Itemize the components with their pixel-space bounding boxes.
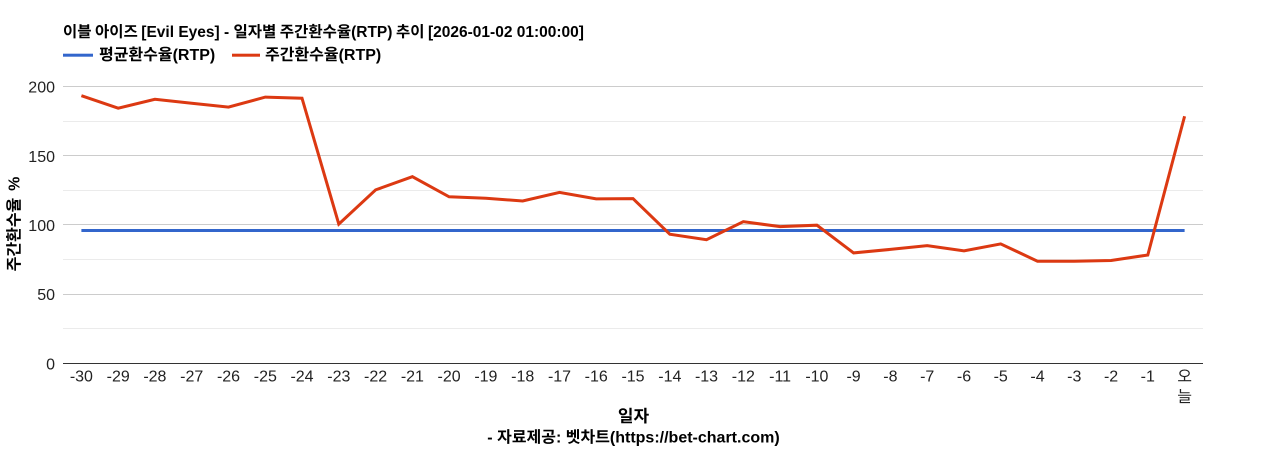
svg-text:-27: -27 <box>180 369 203 386</box>
svg-text:%: % <box>7 177 24 191</box>
svg-text:[Evil Eyes] -: [Evil Eyes] - <box>141 24 229 41</box>
svg-text::: : <box>556 430 561 447</box>
svg-text:[2026-01-02 01:00:00]: [2026-01-02 01:00:00] <box>428 24 584 41</box>
svg-text:150: 150 <box>28 149 55 166</box>
svg-text:-20: -20 <box>438 369 461 386</box>
svg-text:-14: -14 <box>658 369 681 386</box>
svg-text:-18: -18 <box>511 369 534 386</box>
svg-text:-26: -26 <box>217 369 240 386</box>
svg-text:-1: -1 <box>1141 369 1155 386</box>
svg-text:50: 50 <box>37 287 55 304</box>
svg-text:-25: -25 <box>254 369 277 386</box>
svg-text:(https://bet-chart.com): (https://bet-chart.com) <box>610 430 780 447</box>
svg-text:-7: -7 <box>920 369 934 386</box>
svg-text:-19: -19 <box>474 369 497 386</box>
svg-text:0: 0 <box>46 357 55 374</box>
svg-text:-17: -17 <box>548 369 571 386</box>
svg-text:-16: -16 <box>585 369 608 386</box>
svg-text:-8: -8 <box>883 369 897 386</box>
svg-text:-29: -29 <box>107 369 130 386</box>
svg-text:200: 200 <box>28 80 55 97</box>
svg-text:(RTP): (RTP) <box>339 47 382 64</box>
svg-text:-9: -9 <box>846 369 860 386</box>
svg-text:-4: -4 <box>1030 369 1044 386</box>
svg-text:(RTP): (RTP) <box>351 24 392 41</box>
svg-text:-3: -3 <box>1067 369 1081 386</box>
svg-text:-21: -21 <box>401 369 424 386</box>
svg-text:-28: -28 <box>143 369 166 386</box>
svg-text:-12: -12 <box>732 369 755 386</box>
svg-text:-24: -24 <box>290 369 313 386</box>
svg-text:-6: -6 <box>957 369 971 386</box>
svg-text:-10: -10 <box>805 369 828 386</box>
svg-text:-23: -23 <box>327 369 350 386</box>
svg-text:-5: -5 <box>994 369 1008 386</box>
svg-text:(RTP): (RTP) <box>173 47 216 64</box>
svg-text:-15: -15 <box>621 369 644 386</box>
svg-text:-: - <box>487 430 492 447</box>
svg-text:-2: -2 <box>1104 369 1118 386</box>
svg-text:-13: -13 <box>695 369 718 386</box>
svg-text:-30: -30 <box>70 369 93 386</box>
svg-text:100: 100 <box>28 218 55 235</box>
svg-text:-11: -11 <box>769 369 791 386</box>
svg-text:-22: -22 <box>364 369 387 386</box>
